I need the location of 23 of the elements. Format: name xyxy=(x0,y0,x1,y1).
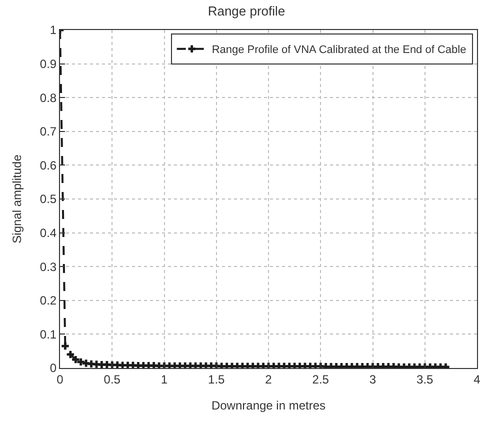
x-tick-label: 1 xyxy=(160,372,168,386)
x-tick-label: 2 xyxy=(265,372,272,386)
x-tick-label: 0.5 xyxy=(104,372,121,386)
x-tick-label: 4 xyxy=(474,372,481,386)
x-axis-title: Downrange in metres xyxy=(211,398,326,412)
y-tick-label: 0.4 xyxy=(40,226,57,240)
x-tick-label: 3.5 xyxy=(416,372,434,386)
y-tick-label: 0.8 xyxy=(40,90,57,105)
y-tick-label: 0.6 xyxy=(40,158,57,172)
y-tick-label: 0.5 xyxy=(40,192,57,206)
x-tick-label: 2.5 xyxy=(312,372,330,386)
chart-title: Range profile xyxy=(208,3,286,18)
y-tick-label: 0.2 xyxy=(40,294,57,308)
y-tick-label: 0.3 xyxy=(40,260,57,274)
y-tick-label: 0 xyxy=(50,361,57,376)
y-axis-title: Signal amplitude xyxy=(10,154,24,244)
x-tick-label: 1.5 xyxy=(208,372,226,386)
y-tick-label: 0.9 xyxy=(40,57,57,71)
y-tick-label: 1 xyxy=(50,23,57,38)
y-tick-label: 0.1 xyxy=(40,327,57,342)
y-tick-label: 0.7 xyxy=(40,124,57,139)
legend-label: Range Profile of VNA Calibrated at the End of Cable xyxy=(212,44,466,56)
x-tick-label: 3 xyxy=(369,372,376,386)
